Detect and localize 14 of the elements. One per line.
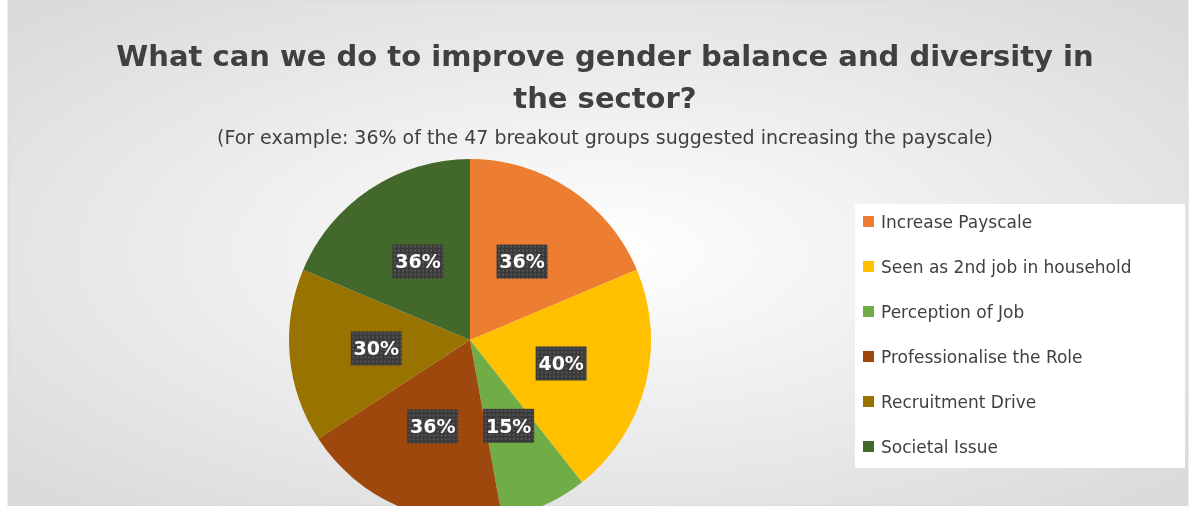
legend-label: Seen as 2nd job in household: [881, 257, 1132, 278]
legend-label: Recruitment Drive: [881, 392, 1037, 413]
data-label: 36%: [395, 250, 441, 273]
legend-label: Increase Payscale: [881, 212, 1033, 233]
data-label: 40%: [538, 352, 584, 375]
data-label: 15%: [485, 414, 532, 437]
legend-label: Perception of Job: [881, 302, 1025, 323]
legend-label: Professionalise the Role: [881, 347, 1083, 368]
chart-subtitle: (For example: 36% of the 47 breakout groups suggested increasing the payscale): [216, 126, 994, 148]
data-label: 30%: [353, 337, 399, 360]
data-label: 36%: [410, 415, 456, 438]
legend-label: Societal Issue: [881, 437, 998, 458]
data-label: 36%: [499, 250, 545, 273]
chart-title: What can we do to improve gender balance and diversity in the sector?: [116, 39, 1094, 115]
